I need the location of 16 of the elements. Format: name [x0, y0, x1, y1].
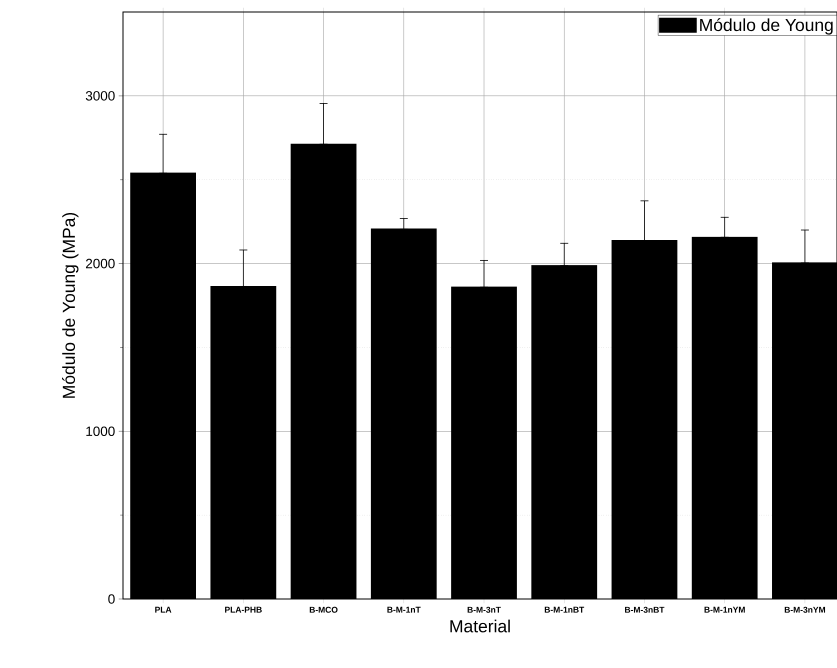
x-axis-title: Material — [450, 620, 510, 632]
x-tick-label: B-MCO — [310, 606, 338, 613]
y-tick-label: 2000 — [86, 258, 115, 268]
y-tick-label: 0 — [108, 594, 115, 604]
y-axis-title: Módulo de Young (MPa) — [62, 212, 78, 398]
x-tick-label: B-M-1nT — [387, 606, 421, 613]
x-tick-label: B-M-3nBT — [625, 606, 664, 613]
x-tick-label: PLA — [155, 606, 172, 613]
x-tick-label: B-M-1nBT — [544, 606, 584, 613]
x-tick-label: B-M-3nT — [468, 606, 501, 613]
x-tick-label: PLA-PHB — [225, 606, 262, 613]
y-tick-label: 1000 — [86, 426, 115, 436]
x-tick-label: B-M-1nYM — [704, 606, 745, 613]
x-tick-label: B-M-3nYM — [784, 606, 826, 613]
y-tick-label: 3000 — [86, 91, 115, 101]
legend-label: Módulo de Young — [700, 18, 833, 35]
